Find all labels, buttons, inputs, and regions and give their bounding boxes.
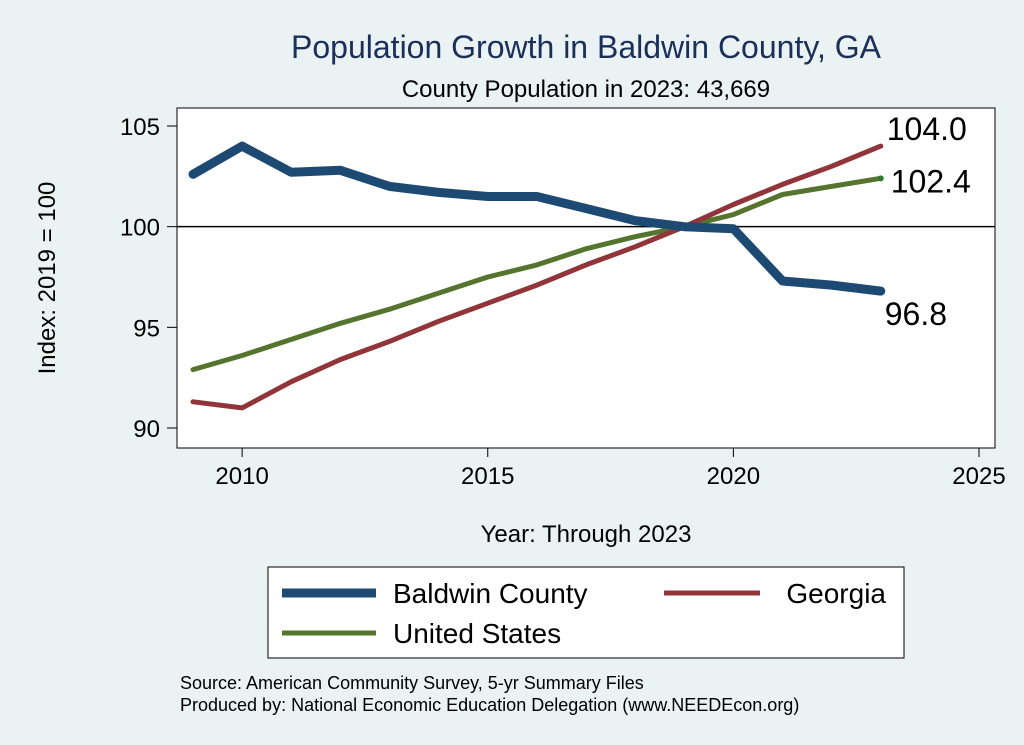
series-line-united-states [190,175,884,373]
legend-items: Baldwin County Georgia United States [282,578,886,649]
producer-note: Produced by: National Economic Education… [180,695,799,715]
end-label-united-states: 102.4 [891,163,971,199]
x-tick-label-2010: 2010 [215,463,268,490]
chart-subtitle: County Population in 2023: 43,669 [402,76,770,103]
x-axis: 2010 2015 2020 2025 [215,448,1006,490]
series-end-marker-united-states [877,175,884,182]
legend-label-baldwin-county: Baldwin County [393,578,588,609]
y-tick-label-90: 90 [133,416,160,443]
legend-box [267,566,905,659]
legend: Baldwin County Georgia United States [267,566,905,659]
end-label-georgia: 104.0 [887,111,967,147]
x-tick-label-2020: 2020 [707,463,760,490]
end-labels-group: 96.8 104.0 102.4 [885,111,971,332]
x-tick-label-2025: 2025 [952,463,1005,490]
series-line-georgia [190,143,884,411]
x-tick-label-2015: 2015 [461,463,514,490]
series-group [188,141,886,411]
legend-label-georgia: Georgia [786,578,886,609]
plot-area [176,107,996,449]
y-tick-label-100: 100 [120,215,160,242]
chart-title: Population Growth in Baldwin County, GA [291,29,882,65]
legend-label-united-states: United States [393,618,561,649]
y-axis-title: Index: 2019 = 100 [34,182,61,375]
y-tick-label-95: 95 [133,315,160,342]
end-label-baldwin-county: 96.8 [885,296,947,332]
y-axis: 90 95 100 105 [120,114,177,443]
y-tick-label-105: 105 [120,114,160,141]
series-line-baldwin-county [188,141,886,296]
source-note: Source: American Community Survey, 5-yr … [180,673,644,693]
x-axis-title: Year: Through 2023 [481,521,692,548]
